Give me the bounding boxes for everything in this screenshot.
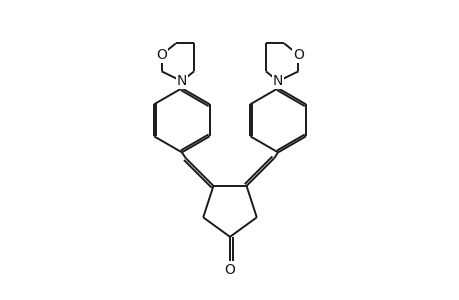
Text: O: O [156, 48, 167, 62]
Text: N: N [272, 74, 283, 88]
Text: N: N [176, 74, 187, 88]
Text: O: O [292, 48, 303, 62]
Text: O: O [224, 263, 235, 277]
